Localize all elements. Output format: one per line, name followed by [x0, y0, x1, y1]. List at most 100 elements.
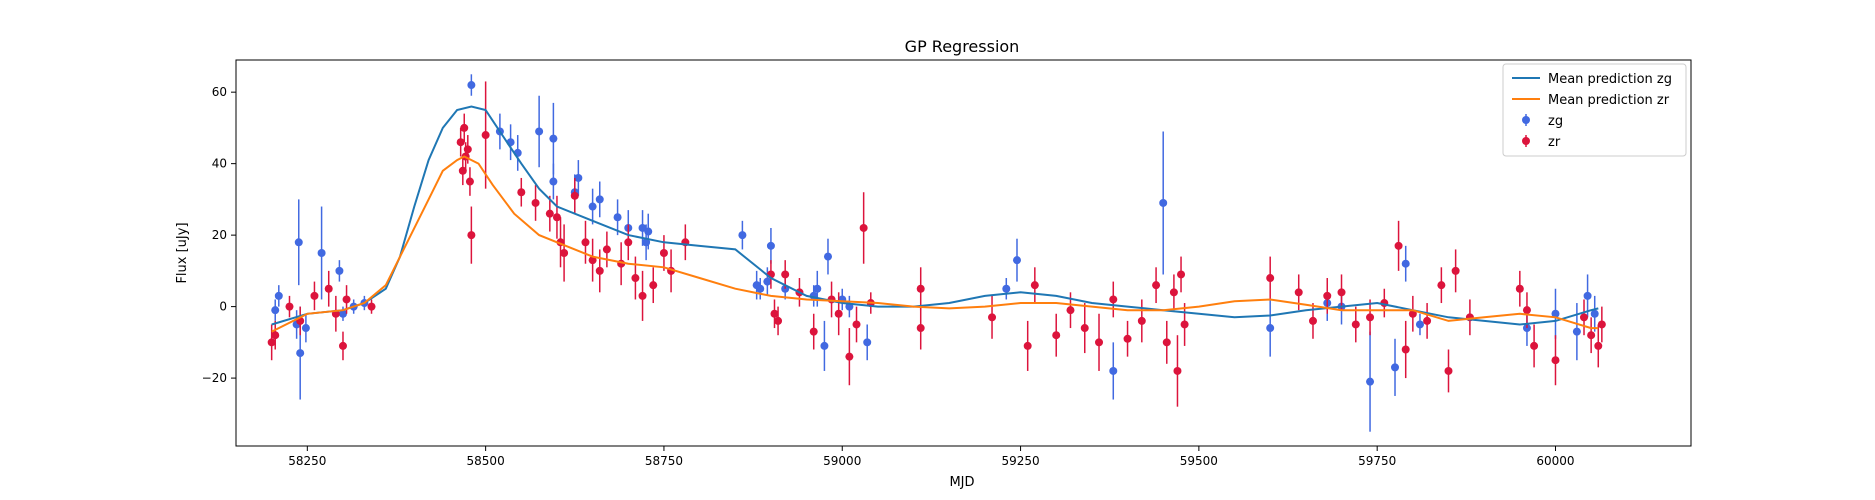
point-zg-5 — [301, 324, 310, 333]
y-tick-label-2: 20 — [212, 228, 227, 242]
point-zr-46 — [852, 320, 861, 329]
chart-title: GP Regression — [905, 37, 1020, 56]
point-zr-12 — [460, 123, 469, 132]
series-zr — [267, 81, 1606, 407]
point-zg-31 — [766, 241, 775, 250]
point-zg-48 — [1391, 363, 1400, 372]
point-zr-83 — [1515, 284, 1524, 293]
legend: Mean prediction zg Mean prediction zr zg zr — [1502, 63, 1687, 157]
y-tick-label-1: 0 — [219, 300, 227, 314]
point-zg-7 — [335, 266, 344, 275]
point-zr-24 — [570, 191, 579, 200]
point-zr-25 — [581, 238, 590, 247]
point-zg-53 — [1572, 327, 1581, 336]
point-zr-38 — [770, 309, 779, 318]
point-zr-57 — [1095, 338, 1104, 347]
point-zr-28 — [602, 245, 611, 254]
point-zg-15 — [535, 127, 544, 136]
y-tick-label-3: 40 — [212, 157, 227, 171]
plot-area — [267, 74, 1606, 432]
point-zr-85 — [1530, 341, 1539, 350]
point-zg-30 — [763, 277, 772, 286]
point-zr-84 — [1522, 306, 1531, 315]
point-zr-68 — [1294, 288, 1303, 297]
point-zr-89 — [1594, 341, 1603, 350]
point-zr-11 — [458, 166, 467, 175]
point-zr-81 — [1451, 266, 1460, 275]
point-zr-30 — [624, 238, 633, 247]
point-zg-36 — [823, 252, 832, 261]
point-zr-16 — [467, 231, 476, 240]
point-zg-24 — [638, 223, 647, 232]
point-zr-50 — [916, 284, 925, 293]
point-zg-0 — [271, 306, 280, 315]
y-axis-label: Flux [uJy] — [175, 222, 190, 283]
point-zr-32 — [638, 291, 647, 300]
legend-box — [1502, 63, 1687, 157]
y-tick-label-4: 60 — [212, 85, 227, 99]
point-zr-80 — [1444, 366, 1453, 375]
point-zg-4 — [296, 349, 305, 358]
point-zr-88 — [1587, 331, 1596, 340]
point-zr-76 — [1401, 345, 1410, 354]
point-zr-23 — [560, 249, 569, 257]
point-zg-54 — [1583, 291, 1592, 300]
point-zr-5 — [324, 284, 333, 293]
y-tick-label-0: −20 — [202, 371, 227, 385]
point-zg-55 — [1590, 309, 1599, 318]
x-tick-label-1: 58500 — [467, 454, 505, 468]
point-zg-19 — [574, 173, 583, 182]
point-zr-20 — [545, 209, 554, 218]
legend-label-0: Mean prediction zg — [1548, 72, 1672, 87]
point-zr-87 — [1580, 313, 1589, 322]
point-zr-86 — [1551, 356, 1560, 365]
point-zg-26 — [644, 227, 653, 236]
point-zr-61 — [1152, 281, 1161, 290]
point-zr-44 — [834, 309, 843, 318]
point-zg-44 — [1266, 324, 1275, 333]
point-zr-67 — [1266, 274, 1275, 283]
point-zr-40 — [781, 270, 790, 279]
point-zr-72 — [1351, 320, 1360, 329]
point-zr-71 — [1337, 288, 1346, 297]
point-zg-16 — [549, 134, 558, 143]
plot-frame — [235, 59, 1692, 447]
point-zr-47 — [859, 223, 868, 232]
point-zr-78 — [1423, 316, 1432, 325]
plot-series — [267, 74, 1606, 432]
point-zr-15 — [465, 177, 474, 186]
point-zr-70 — [1323, 291, 1332, 300]
point-zr-10 — [456, 138, 465, 147]
plot-axes: 58250 58500 58750 59000 59250 59500 59750 60000… — [202, 59, 1692, 468]
point-zg-21 — [595, 195, 604, 204]
point-zr-0 — [267, 338, 276, 347]
point-zr-64 — [1173, 366, 1182, 375]
point-zr-14 — [463, 145, 472, 154]
point-zg-41 — [1012, 256, 1021, 265]
point-zg-50 — [1415, 320, 1424, 329]
point-zr-62 — [1162, 338, 1171, 347]
x-tick-label-5: 59500 — [1180, 454, 1218, 468]
point-zr-45 — [845, 352, 854, 361]
point-zg-35 — [820, 341, 829, 350]
point-zr-53 — [1030, 281, 1039, 290]
point-zg-40 — [1002, 284, 1011, 293]
point-zg-17 — [549, 177, 558, 186]
point-zr-75 — [1394, 241, 1403, 250]
point-zg-1 — [274, 291, 283, 300]
point-zr-42 — [809, 327, 818, 336]
x-tick-label-3: 59000 — [823, 454, 861, 468]
point-zg-43 — [1159, 198, 1168, 207]
point-zr-49 — [916, 324, 925, 333]
point-zg-20 — [588, 202, 597, 211]
point-zr-65 — [1177, 270, 1186, 279]
point-zr-21 — [552, 213, 561, 222]
point-zr-1 — [271, 331, 280, 340]
point-zr-63 — [1169, 288, 1178, 297]
point-zr-26 — [588, 256, 597, 265]
x-axis-label: MJD — [949, 475, 974, 490]
legend-marker-3 — [1522, 137, 1530, 145]
point-zr-7 — [338, 341, 347, 350]
point-zg-27 — [738, 231, 747, 240]
